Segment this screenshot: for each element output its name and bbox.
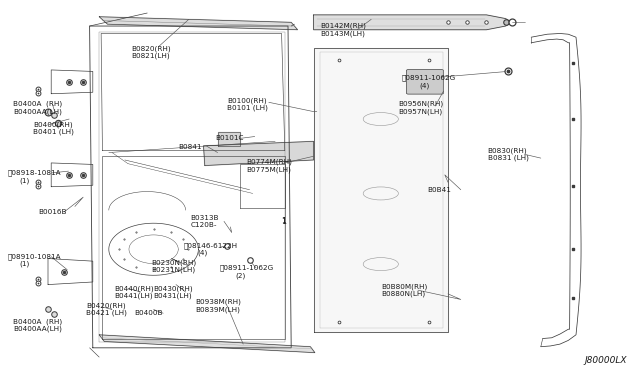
Text: B0841: B0841 <box>178 144 202 150</box>
Text: B0956N(RH): B0956N(RH) <box>398 101 444 108</box>
Text: B0839M(LH): B0839M(LH) <box>195 306 240 313</box>
Text: B0821(LH): B0821(LH) <box>131 52 170 59</box>
Text: B0441(LH): B0441(LH) <box>114 292 152 299</box>
Text: (1): (1) <box>19 261 29 267</box>
Text: B0938M(RH): B0938M(RH) <box>195 299 241 305</box>
Polygon shape <box>204 141 314 166</box>
Text: Ⓑ08146-6122H: Ⓑ08146-6122H <box>184 242 238 249</box>
Text: ⓝ08918-1081A: ⓝ08918-1081A <box>8 170 61 176</box>
Text: B0400AA(LH): B0400AA(LH) <box>13 326 61 333</box>
Polygon shape <box>99 335 315 353</box>
Text: 1: 1 <box>282 218 286 224</box>
Text: B0400(RH): B0400(RH) <box>33 121 73 128</box>
Text: (1): (1) <box>19 177 29 184</box>
Text: B0400AA(LH): B0400AA(LH) <box>13 108 61 115</box>
Polygon shape <box>99 17 298 30</box>
Text: (4): (4) <box>197 250 207 256</box>
Text: ⓝ08911-1062G: ⓝ08911-1062G <box>402 75 456 81</box>
Text: B0B41: B0B41 <box>428 187 451 193</box>
Text: B0957N(LH): B0957N(LH) <box>398 108 442 115</box>
Text: B0101 (LH): B0101 (LH) <box>227 105 268 111</box>
Text: B0831 (LH): B0831 (LH) <box>488 155 529 161</box>
Text: B0143M(LH): B0143M(LH) <box>320 30 365 37</box>
Text: B0B80M(RH): B0B80M(RH) <box>381 283 427 290</box>
Text: B0431(LH): B0431(LH) <box>154 292 192 299</box>
Text: B0421 (LH): B0421 (LH) <box>86 310 127 317</box>
Polygon shape <box>314 15 512 30</box>
Text: B0430(RH): B0430(RH) <box>154 285 193 292</box>
Text: B0400A  (RH): B0400A (RH) <box>13 318 62 325</box>
Text: B0400A  (RH): B0400A (RH) <box>13 101 62 108</box>
Text: C120B-: C120B- <box>191 222 217 228</box>
Text: B0401 (LH): B0401 (LH) <box>33 129 74 135</box>
Text: J80000LX: J80000LX <box>585 356 627 365</box>
Text: B0820(RH): B0820(RH) <box>131 45 171 52</box>
Text: B0142M(RH): B0142M(RH) <box>320 23 366 29</box>
Text: B0830(RH): B0830(RH) <box>488 147 527 154</box>
Text: B0100(RH): B0100(RH) <box>227 97 267 104</box>
Text: B0313B: B0313B <box>191 215 220 221</box>
Text: B0400B: B0400B <box>134 310 163 316</box>
Text: B0420(RH): B0420(RH) <box>86 302 126 309</box>
Polygon shape <box>314 48 448 332</box>
Text: (2): (2) <box>236 272 246 279</box>
Text: B0016B: B0016B <box>38 209 67 215</box>
Text: B0101C: B0101C <box>216 135 244 141</box>
Text: B0231N(LH): B0231N(LH) <box>152 266 196 273</box>
Text: B0775M(LH): B0775M(LH) <box>246 166 291 173</box>
Text: 1: 1 <box>282 217 287 226</box>
Text: ⓝ08911-1062G: ⓝ08911-1062G <box>220 264 274 271</box>
Text: (4): (4) <box>419 82 429 89</box>
Text: B0774M(RH): B0774M(RH) <box>246 158 292 165</box>
Text: B0880N(LH): B0880N(LH) <box>381 291 425 297</box>
Text: B0230N(RH): B0230N(RH) <box>152 259 197 266</box>
Text: ⓝ08910-1081A: ⓝ08910-1081A <box>8 253 61 260</box>
Polygon shape <box>218 132 240 146</box>
FancyBboxPatch shape <box>406 70 444 94</box>
Text: B0440(RH): B0440(RH) <box>114 285 154 292</box>
